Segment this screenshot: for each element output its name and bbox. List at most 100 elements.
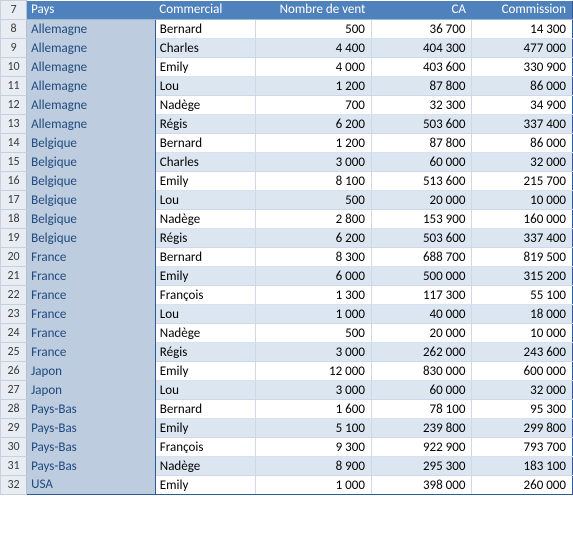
cell-ca[interactable]: 117 300 [371, 286, 472, 305]
row-gutter[interactable]: 18 [1, 210, 27, 229]
row-gutter[interactable]: 8 [1, 20, 27, 39]
cell-vent[interactable]: 5 100 [256, 419, 372, 438]
cell-commission[interactable]: 34 900 [472, 96, 573, 115]
cell-ca[interactable]: 153 900 [371, 210, 472, 229]
cell-vent[interactable]: 700 [256, 96, 372, 115]
cell-commission[interactable]: 819 500 [472, 248, 573, 267]
cell-commission[interactable]: 337 400 [472, 115, 573, 134]
col-header-commission[interactable]: Commission [472, 1, 573, 20]
cell-commercial[interactable]: Lou [155, 381, 256, 400]
col-header-vent[interactable]: Nombre de vent [256, 1, 372, 20]
row-gutter[interactable]: 10 [1, 58, 27, 77]
cell-commercial[interactable]: Régis [155, 115, 256, 134]
col-header-pays[interactable]: Pays [27, 1, 156, 20]
cell-vent[interactable]: 6 200 [256, 229, 372, 248]
cell-pays[interactable]: Belgique [27, 210, 156, 229]
cell-pays[interactable]: France [27, 305, 156, 324]
cell-commission[interactable]: 95 300 [472, 400, 573, 419]
cell-commission[interactable]: 215 700 [472, 172, 573, 191]
cell-commercial[interactable]: Emily [155, 362, 256, 381]
cell-pays[interactable]: Pays-Bas [27, 419, 156, 438]
col-header-commercial[interactable]: Commercial [155, 1, 256, 20]
row-gutter[interactable]: 26 [1, 362, 27, 381]
cell-commercial[interactable]: Nadège [155, 210, 256, 229]
cell-pays[interactable]: Japon [27, 381, 156, 400]
row-gutter[interactable]: 27 [1, 381, 27, 400]
cell-commission[interactable]: 183 100 [472, 457, 573, 476]
cell-vent[interactable]: 9 300 [256, 438, 372, 457]
cell-commercial[interactable]: Bernard [155, 20, 256, 39]
cell-vent[interactable]: 3 000 [256, 381, 372, 400]
cell-commercial[interactable]: Charles [155, 153, 256, 172]
cell-commercial[interactable]: Régis [155, 229, 256, 248]
cell-commercial[interactable]: Emily [155, 58, 256, 77]
cell-pays[interactable]: France [27, 286, 156, 305]
row-gutter[interactable]: 31 [1, 457, 27, 476]
cell-pays[interactable]: Pays-Bas [27, 457, 156, 476]
row-gutter[interactable]: 13 [1, 115, 27, 134]
cell-commission[interactable]: 86 000 [472, 77, 573, 96]
cell-pays[interactable]: Allemagne [27, 77, 156, 96]
cell-commission[interactable]: 55 100 [472, 286, 573, 305]
cell-pays[interactable]: Allemagne [27, 39, 156, 58]
cell-vent[interactable]: 8 100 [256, 172, 372, 191]
row-gutter[interactable]: 9 [1, 39, 27, 58]
cell-vent[interactable]: 2 800 [256, 210, 372, 229]
cell-vent[interactable]: 8 300 [256, 248, 372, 267]
cell-vent[interactable]: 500 [256, 191, 372, 210]
cell-pays[interactable]: Allemagne [27, 96, 156, 115]
cell-commission[interactable]: 243 600 [472, 343, 573, 362]
row-gutter[interactable]: 30 [1, 438, 27, 457]
cell-commission[interactable]: 86 000 [472, 134, 573, 153]
row-gutter[interactable]: 14 [1, 134, 27, 153]
cell-pays[interactable]: Allemagne [27, 20, 156, 39]
cell-commission[interactable]: 10 000 [472, 191, 573, 210]
cell-commercial[interactable]: Bernard [155, 400, 256, 419]
cell-vent[interactable]: 1 200 [256, 77, 372, 96]
cell-pays[interactable]: Belgique [27, 229, 156, 248]
cell-pays[interactable]: Belgique [27, 134, 156, 153]
cell-pays[interactable]: France [27, 267, 156, 286]
row-gutter[interactable]: 24 [1, 324, 27, 343]
cell-commercial[interactable]: Bernard [155, 248, 256, 267]
row-gutter[interactable]: 12 [1, 96, 27, 115]
cell-vent[interactable]: 1 300 [256, 286, 372, 305]
cell-ca[interactable]: 239 800 [371, 419, 472, 438]
cell-ca[interactable]: 40 000 [371, 305, 472, 324]
cell-ca[interactable]: 262 000 [371, 343, 472, 362]
cell-vent[interactable]: 8 900 [256, 457, 372, 476]
cell-pays[interactable]: France [27, 248, 156, 267]
cell-commercial[interactable]: Lou [155, 305, 256, 324]
cell-ca[interactable]: 60 000 [371, 153, 472, 172]
cell-commercial[interactable]: Charles [155, 39, 256, 58]
cell-commercial[interactable]: Emily [155, 419, 256, 438]
cell-ca[interactable]: 36 700 [371, 20, 472, 39]
cell-pays[interactable]: France [27, 324, 156, 343]
row-gutter[interactable]: 7 [1, 1, 27, 20]
cell-vent[interactable]: 12 000 [256, 362, 372, 381]
cell-ca[interactable]: 87 800 [371, 134, 472, 153]
cell-ca[interactable]: 404 300 [371, 39, 472, 58]
cell-ca[interactable]: 78 100 [371, 400, 472, 419]
cell-pays[interactable]: Allemagne [27, 58, 156, 77]
cell-commercial[interactable]: François [155, 286, 256, 305]
cell-commission[interactable]: 160 000 [472, 210, 573, 229]
row-gutter[interactable]: 22 [1, 286, 27, 305]
cell-commission[interactable]: 299 800 [472, 419, 573, 438]
cell-commission[interactable]: 315 200 [472, 267, 573, 286]
row-gutter[interactable]: 17 [1, 191, 27, 210]
cell-commercial[interactable]: Lou [155, 77, 256, 96]
cell-ca[interactable]: 20 000 [371, 191, 472, 210]
cell-vent[interactable]: 1 000 [256, 476, 372, 495]
cell-ca[interactable]: 398 000 [371, 476, 472, 495]
cell-vent[interactable]: 4 000 [256, 58, 372, 77]
cell-pays[interactable]: France [27, 343, 156, 362]
cell-vent[interactable]: 3 000 [256, 153, 372, 172]
cell-vent[interactable]: 1 000 [256, 305, 372, 324]
cell-commission[interactable]: 477 000 [472, 39, 573, 58]
cell-commission[interactable]: 600 000 [472, 362, 573, 381]
cell-vent[interactable]: 1 200 [256, 134, 372, 153]
cell-vent[interactable]: 1 600 [256, 400, 372, 419]
cell-commercial[interactable]: Bernard [155, 134, 256, 153]
cell-ca[interactable]: 688 700 [371, 248, 472, 267]
